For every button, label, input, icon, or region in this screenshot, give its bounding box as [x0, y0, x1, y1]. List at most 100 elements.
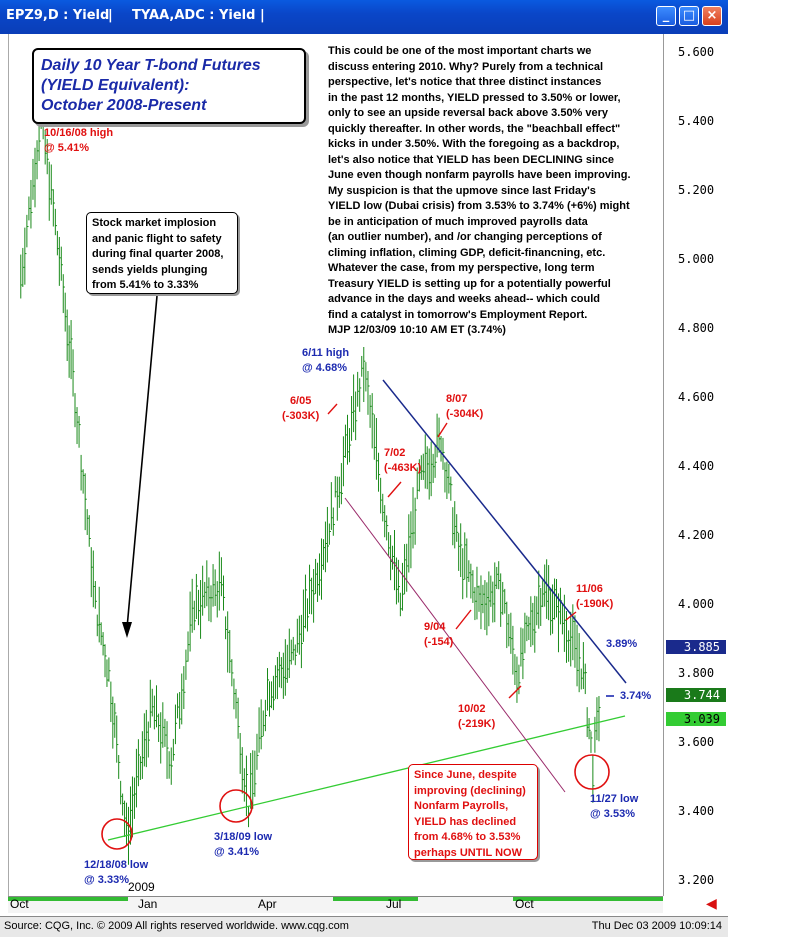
date-axis[interactable] — [8, 896, 663, 913]
close-button[interactable]: × — [702, 6, 722, 26]
commentary-line: only to see an upside reversal back abov… — [328, 107, 609, 119]
label-line: 11/06 — [576, 583, 603, 595]
arrow-line — [126, 295, 158, 629]
label-payroll-1106: 11/06 (-190K) — [576, 582, 613, 612]
commentary-line: quickly thereafter. In other words, the … — [328, 122, 621, 135]
minimize-button[interactable]: _ — [656, 6, 676, 26]
y-tick: 4.200 — [678, 528, 715, 542]
y-tick: 5.400 — [678, 114, 715, 128]
label-line: (-154) — [424, 636, 454, 648]
plot-area[interactable] — [8, 34, 664, 896]
y-tick: 5.000 — [678, 252, 715, 266]
x-label-apr: Apr — [258, 897, 277, 911]
commentary-line: be in anticipation of much improved payr… — [328, 215, 588, 228]
label-line: 11/27 low — [590, 793, 639, 805]
label-line: @ 3.53% — [590, 808, 635, 820]
date-strip — [333, 897, 418, 901]
label-payroll-605: 6/05 (-303K) — [282, 394, 319, 424]
pointer-807 — [437, 422, 448, 438]
note-line: YIELD has declined — [414, 815, 517, 828]
x-label-jul: Jul — [386, 897, 402, 911]
commentary-line: kicks in under 3.50%. With the foregoing… — [328, 138, 620, 150]
price-box-3885: 3.885 — [666, 640, 726, 654]
y-tick: 3.400 — [678, 804, 715, 818]
commentary-line: find a catalyst in tomorrow's Employment… — [328, 308, 588, 321]
label-payroll-807: 8/07 (-304K) — [446, 392, 483, 422]
label-line: 7/02 — [384, 447, 406, 459]
x-label-oct: Oct — [515, 897, 534, 911]
commentary-line: let's also notice that YIELD has been DE… — [328, 153, 615, 166]
pointer-904 — [455, 609, 472, 630]
pointer-1106 — [565, 611, 577, 621]
y-tick: 3.600 — [678, 735, 715, 749]
maximize-icon: □ — [682, 8, 696, 23]
note-line: Stock market implosion — [92, 217, 217, 229]
label-payroll-702: 7/02 (-463K) — [384, 446, 421, 476]
commentary-line: My suspicion is that the upmove since la… — [328, 184, 596, 197]
commentary-line: This could be one of the most important … — [328, 45, 592, 57]
source-credit: Source: CQG, Inc. © 2009 All rights rese… — [4, 920, 349, 932]
price-scale[interactable] — [663, 34, 729, 896]
maximize-button[interactable]: □ — [679, 6, 699, 26]
title-separator: | — [108, 8, 113, 23]
note-line: and panic flight to safety — [92, 232, 222, 245]
close-icon: × — [706, 8, 718, 23]
label-low-318: 3/18/09 low @ 3.41% — [214, 830, 272, 860]
y-tick: 4.000 — [678, 597, 715, 611]
commentary-line: advance in the days and weeks ahead-- wh… — [328, 293, 601, 305]
y-tick: 3.200 — [678, 873, 715, 887]
x-label-oct: Oct — [10, 897, 29, 911]
commentary-line: YIELD low (Dubai crisis) from 3.53% to 3… — [328, 200, 630, 212]
label-line: @ 4.68% — [302, 362, 347, 374]
note-line: from 5.41% to 3.33% — [92, 279, 199, 291]
label-line: 8/07 — [446, 393, 468, 405]
note-line: perhaps UNTIL NOW — [414, 846, 522, 859]
y-tick: 4.400 — [678, 459, 715, 473]
label-line: (-190K) — [576, 598, 614, 610]
note-line: during final quarter 2008, — [92, 248, 224, 260]
note-line: Nonfarm Payrolls, — [414, 800, 509, 812]
low-circle-1218 — [101, 818, 133, 850]
window-title-right: TYAA,ADC : Yield — [132, 8, 256, 23]
ohlc-bars — [20, 96, 601, 865]
label-high-1016: 10/16/08 high @ 5.41% — [44, 126, 113, 156]
window-title-bar[interactable]: EPZ9,D : Yield | TYAA,ADC : Yield | _ □ … — [0, 0, 728, 34]
label-line: 9/04 — [424, 621, 446, 633]
x-label-jan: Jan — [138, 897, 158, 911]
commentary-line: June even though nonfarm payrolls have b… — [328, 169, 631, 181]
label-low-1127: 11/27 low @ 3.53% — [590, 792, 638, 822]
note-line: Since June, despite — [414, 769, 517, 781]
y-tick: 3.800 — [678, 666, 715, 680]
low-circle-318 — [219, 789, 253, 823]
timestamp: Thu Dec 03 2009 10:09:14 — [591, 920, 722, 932]
chart-title-line-2: (YIELD Equivalent): — [41, 77, 190, 94]
commentary-line: discuss entering 2010. Why? Purely from … — [328, 60, 604, 73]
resistance-trendline — [382, 379, 627, 684]
commentary-line: (an outlier number), and /or changing pe… — [328, 231, 602, 243]
note-line: sends yields plunging — [92, 263, 208, 276]
label-line: 10/02 — [458, 703, 486, 715]
label-line: 12/18/08 low — [84, 859, 149, 871]
arrow-head — [122, 622, 132, 638]
label-line: @ 3.41% — [214, 846, 259, 858]
scroll-arrow-icon[interactable]: ◀ — [706, 896, 717, 912]
label-line: 6/05 — [289, 395, 312, 407]
price-box-3744: 3.744 — [666, 688, 726, 702]
date-strip — [8, 897, 128, 901]
support-trendline — [107, 715, 626, 841]
commentary-line: in the past 12 months, YIELD pressed to … — [328, 91, 621, 104]
label-line: 3/18/09 low — [214, 831, 273, 843]
label-high-611: 6/11 high @ 4.68% — [302, 346, 349, 376]
low-circle-1127 — [574, 754, 610, 790]
label-line: @ 5.41% — [44, 142, 89, 154]
price-box-3039: 3.039 — [666, 712, 726, 726]
label-line: (-303K) — [282, 410, 320, 422]
label-line: @ 3.33% — [84, 874, 129, 886]
commentary-line: Treasury YIELD is setting up for a poten… — [328, 277, 611, 290]
commentary-line: MJP 12/03/09 10:10 AM ET (3.74%) — [328, 324, 506, 336]
channel-line — [344, 497, 566, 793]
commentary-text: This could be one of the most important … — [328, 44, 658, 339]
label-line: (-463K) — [384, 462, 422, 474]
note-line: from 4.68% to 3.53% — [414, 831, 521, 843]
title-separator: | — [260, 8, 265, 23]
